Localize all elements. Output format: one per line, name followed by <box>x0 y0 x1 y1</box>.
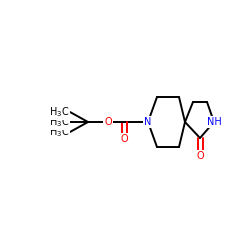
Text: NH: NH <box>206 117 222 127</box>
Text: $\mathsf{H_3C}$: $\mathsf{H_3C}$ <box>49 105 69 119</box>
Text: N: N <box>144 117 152 127</box>
Text: O: O <box>120 134 128 144</box>
Text: $\mathsf{H_3C}$: $\mathsf{H_3C}$ <box>49 115 69 129</box>
Text: $\mathsf{H_3C}$: $\mathsf{H_3C}$ <box>49 125 69 139</box>
Text: O: O <box>196 151 204 161</box>
Text: O: O <box>104 117 112 127</box>
